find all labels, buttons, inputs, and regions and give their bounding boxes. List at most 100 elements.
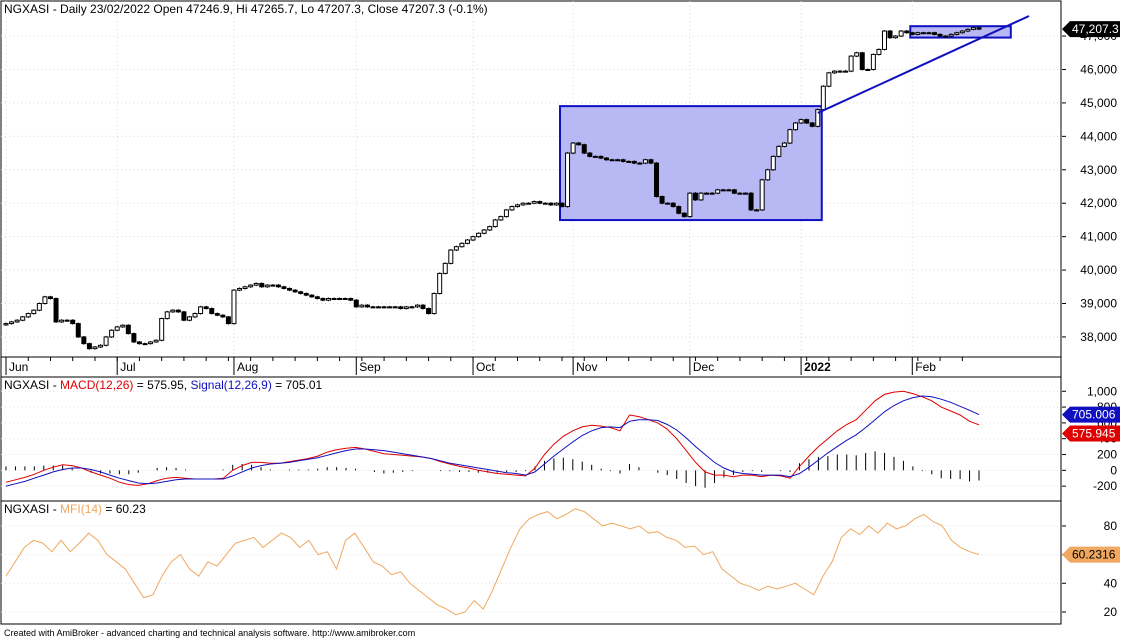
price-candle-body [175,309,181,313]
macd-last-value-tag [1062,425,1120,442]
price-candle-body [42,296,48,305]
price-candle-body [859,52,865,70]
price-candle-body [848,55,854,72]
macd-y-tick-label: -200 [1093,479,1117,493]
price-candle-body [9,321,15,325]
price-y-tick-label: 46,000 [1080,62,1117,76]
signal-line [5,395,980,487]
price-candle-body [932,32,938,35]
price-x-tick-label: Aug [237,360,258,374]
price-candle-body [793,122,799,131]
price-candle-body [581,144,587,154]
price-candle-body [242,286,248,289]
price-candle-body [681,212,687,218]
price-candle-body [59,319,65,323]
price-candle-body [865,68,871,71]
price-candle-body [948,33,954,37]
price-candle-body [648,159,654,164]
price-candle-body [726,189,732,192]
price-candle-body [920,32,926,35]
price-candle-body [3,323,9,326]
macd-header-signal-value: = 705.01 [272,378,323,392]
price-candle-body [364,304,370,308]
price-candle-body [209,308,215,315]
price-x-tick-label: Oct [476,360,495,374]
price-candle-body [698,192,704,201]
price-candle-body [926,32,932,35]
price-candle-body [820,85,826,111]
price-candle-body [870,53,876,70]
price-candle-body [359,304,365,308]
price-candle-body [403,306,409,310]
macd-header-macd-value: = 575.95, [133,378,190,392]
price-candle-body [264,284,270,288]
mfi-header: NGXASI - MFI(14) = 60.23 [4,502,146,516]
price-last-value-tag [1062,21,1120,38]
price-x-tick-label: Jul [120,360,135,374]
price-candle-body [192,313,198,318]
price-candle-body [31,309,37,315]
price-last-value-marker: 47,207.3 [1062,21,1120,38]
price-candle-body [476,232,482,238]
price-candle-body [342,297,348,300]
price-candle-body [642,159,648,164]
price-candle-body [542,202,548,205]
price-candle-body [287,287,293,291]
price-candle-body [303,292,309,296]
price-candle-body [781,142,787,147]
price-candles [3,26,982,350]
price-candle-body [704,192,710,195]
price-y-tick-label: 40,000 [1080,263,1117,277]
price-header: NGXASI - Daily 23/02/2022 Open 47246.9, … [4,2,488,16]
price-candle-body [709,192,715,195]
price-candle-body [720,189,726,192]
price-candle-body [442,262,448,274]
price-candle-body [381,306,387,309]
price-candle-body [970,27,976,30]
price-y-axis: 38,000 39,000 40,000 41,000 42,000 43,000 44,0… [1062,29,1117,344]
mfi-header-symbol: NGXASI [4,502,49,516]
macd-y-tick-label: 200 [1097,448,1117,462]
price-candle-body [754,209,760,212]
price-y-tick-label: 44,000 [1080,129,1117,143]
price-candle-body [520,202,526,206]
price-candle-body [159,318,165,341]
price-candle-body [253,282,259,286]
price-candle-body [570,142,576,154]
trendline [817,15,1030,114]
price-candle-body [843,70,849,73]
price-candle-body [331,297,337,300]
mfi-line [5,508,980,616]
price-candle-body [437,272,443,294]
macd-y-tick-label: 0 [1110,463,1117,477]
price-candle-body [537,201,543,204]
price-candle-body [309,294,315,298]
price-candle-body [426,308,432,315]
macd-grid [1,390,1061,487]
price-candle-body [787,129,793,144]
price-candle-body [248,284,254,288]
price-candle-body [770,155,776,171]
price-candle-body [281,286,287,289]
mfi-header-mfi-value: = 60.23 [102,502,146,516]
price-candle-body [214,313,220,316]
price-x-axis: Jun Jul Aug Sep Oct Nov Dec 2022 Feb [1,356,1061,375]
price-candle-body [620,159,626,162]
price-candle-body [798,119,804,124]
price-last-value-label: 47,207.3 [1072,22,1119,36]
price-candle-body [20,316,26,321]
price-candle-body [776,145,782,157]
price-candle-body [565,152,571,208]
signal-last-value-tag [1062,406,1120,423]
price-candle-body [86,343,92,350]
price-candle-body [225,316,231,325]
price-candle-body [609,159,615,162]
macd-header: NGXASI - MACD(12,26) = 575.95, Signal(12… [4,378,323,392]
price-candle-body [164,311,170,320]
price-candle-body [731,189,737,194]
price-header-symbol: NGXASI [4,2,49,16]
macd-last-value-tag-label: 575.945 [1072,426,1116,440]
price-candle-body [420,304,426,310]
price-candle-body [259,282,265,288]
price-candle-body [170,309,176,313]
